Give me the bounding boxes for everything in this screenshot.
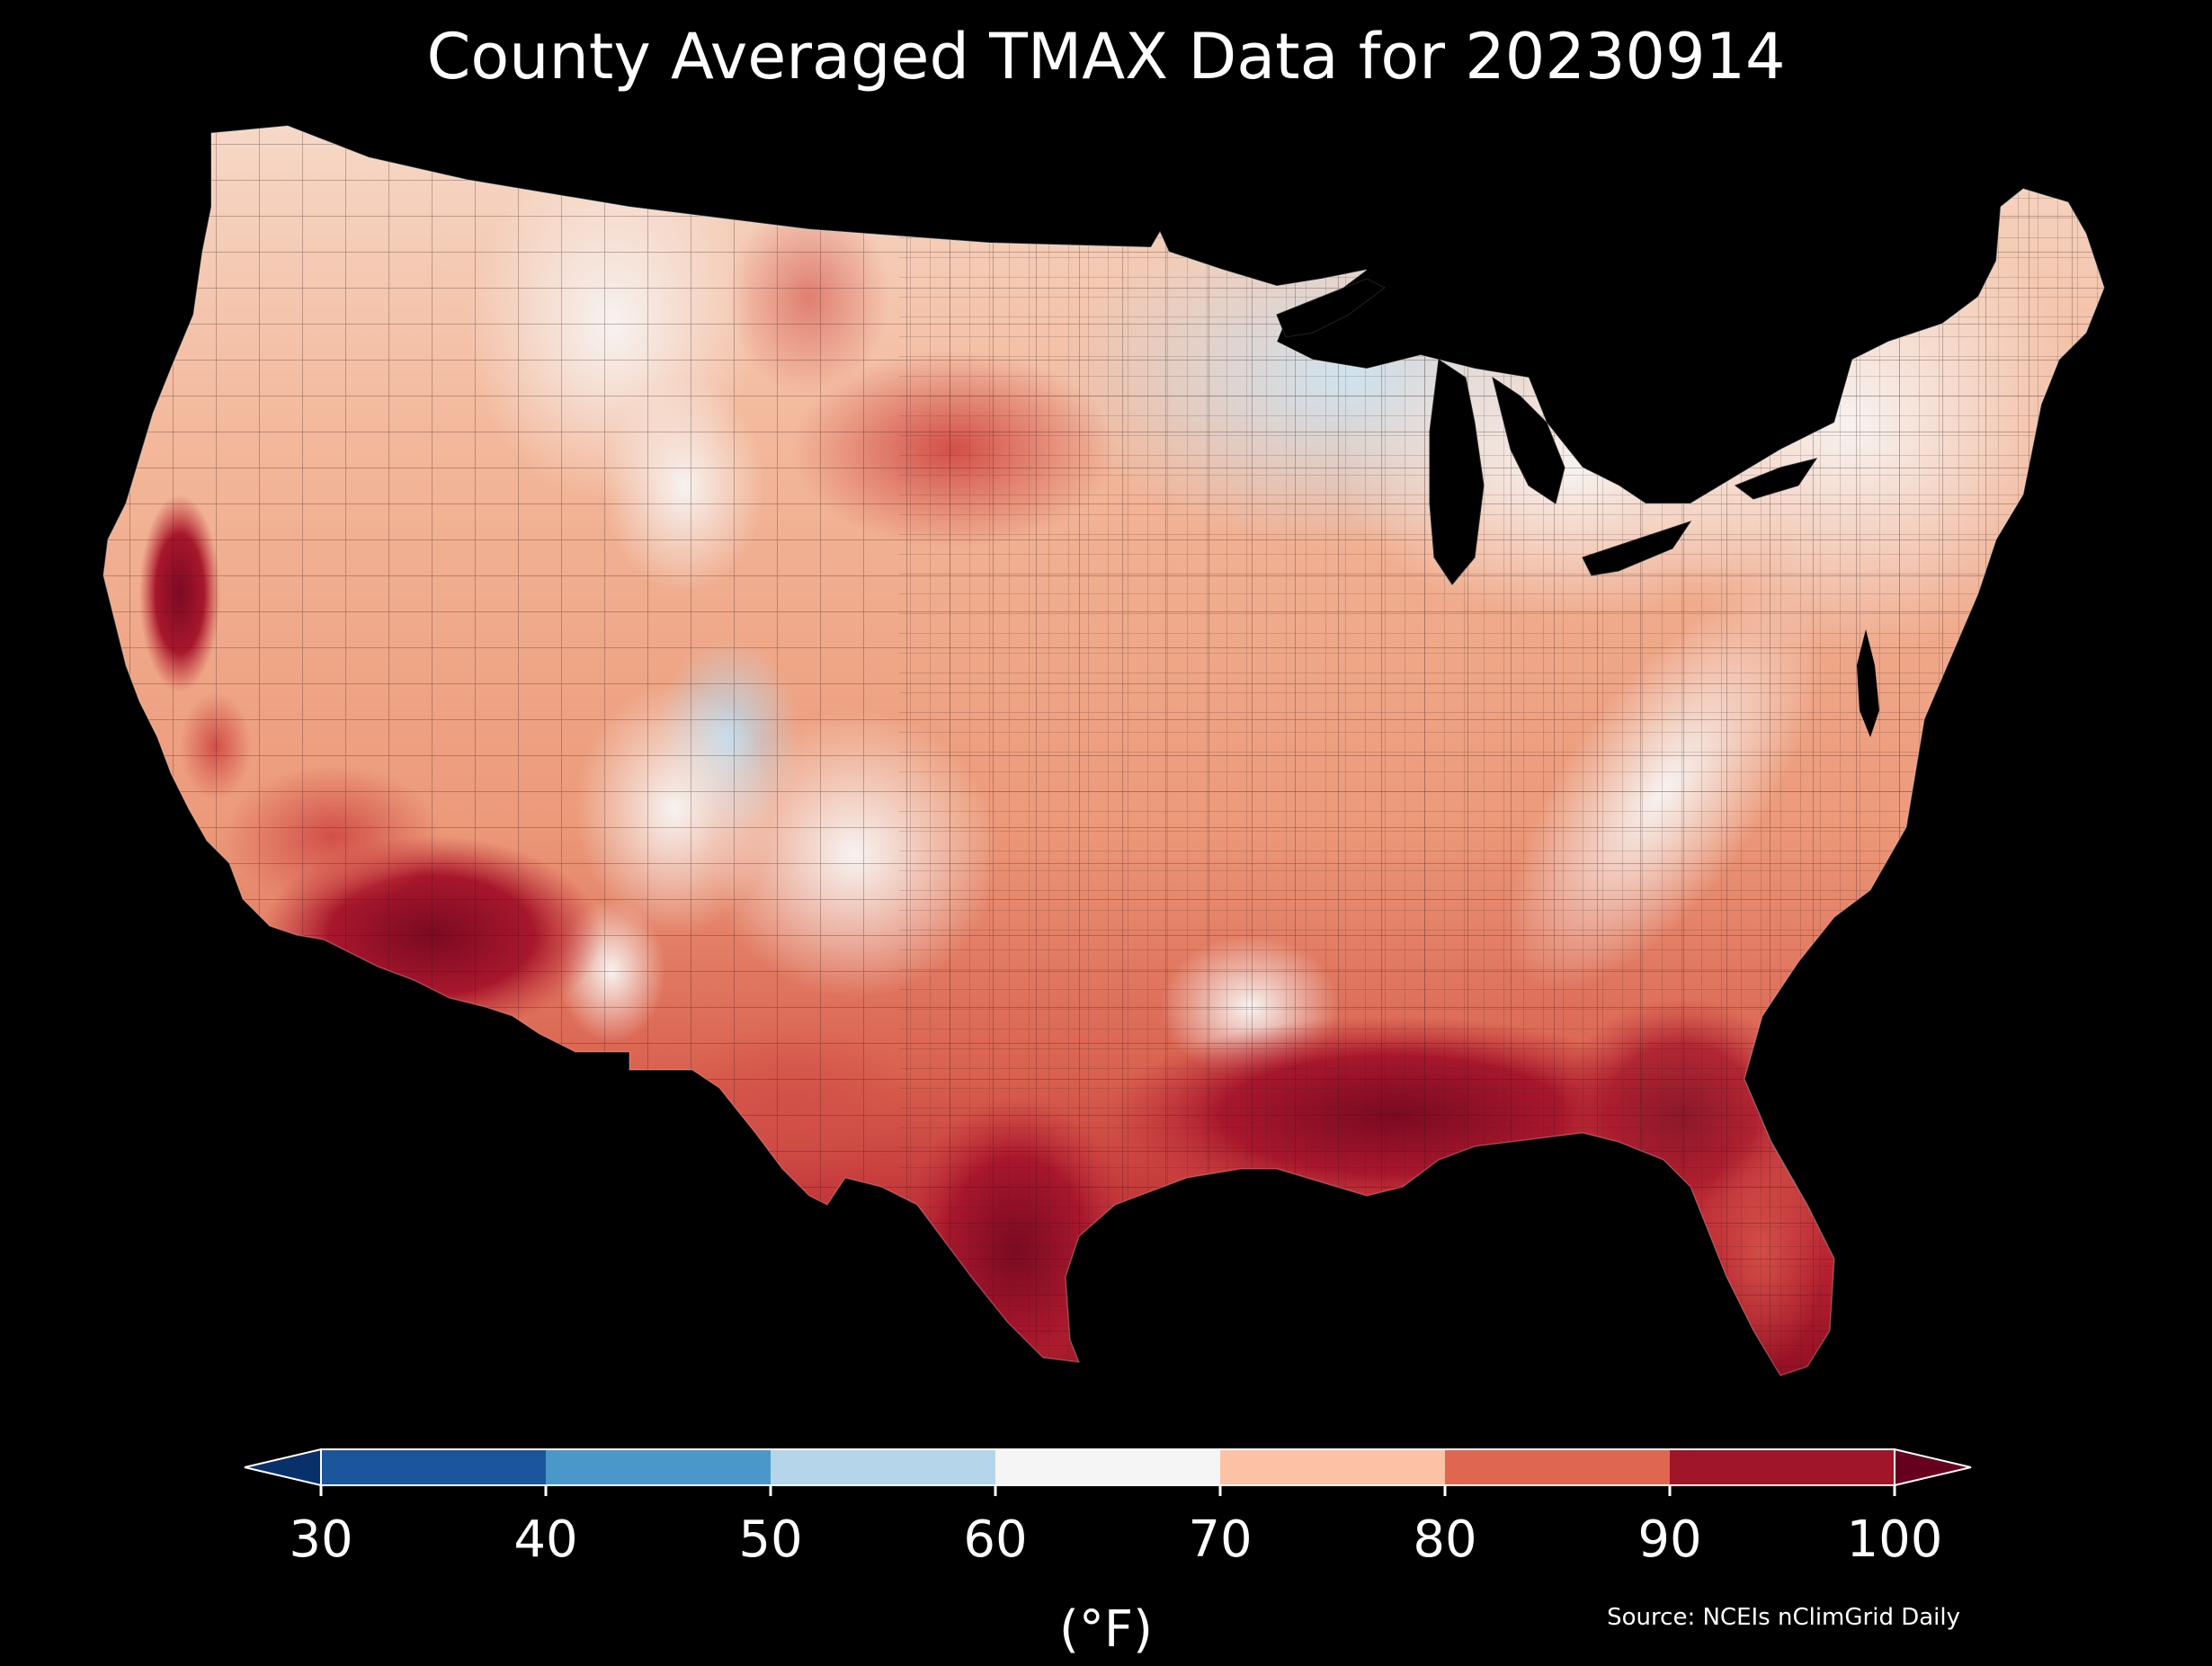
colorbar-extend-high <box>1894 1448 1972 1487</box>
colorbar-bin-70-80 <box>1220 1449 1445 1485</box>
colorbar-tick-label: 40 <box>513 1510 578 1569</box>
source-note: Source: NCEIs nClimGrid Daily <box>1607 1604 1960 1631</box>
colorbar-tick-label: 90 <box>1637 1510 1702 1569</box>
colorbar-tick-label: 70 <box>1188 1510 1253 1569</box>
colorbar-bin-60-70 <box>995 1449 1220 1485</box>
us-county-map <box>103 125 2105 1392</box>
colorbar-unit-label: (°F) <box>1059 1600 1153 1659</box>
great-lakes <box>1276 278 1818 585</box>
colorbar-bin-90-100 <box>1670 1449 1895 1485</box>
colorbar <box>244 1448 1972 1496</box>
colorbar-tick-label: 80 <box>1413 1510 1477 1569</box>
colorbar-bin-30-40 <box>321 1449 546 1485</box>
colorbar-tick-label: 100 <box>1846 1510 1943 1569</box>
colorbar-tick-label: 30 <box>289 1510 353 1569</box>
colorbar-tick-label: 50 <box>738 1510 803 1569</box>
colorbar-tick-label: 60 <box>963 1510 1028 1569</box>
colorbar-bin-40-50 <box>546 1449 771 1485</box>
map-title: County Averaged TMAX Data for 20230914 <box>426 20 1786 94</box>
colorbar-extend-low <box>244 1448 322 1487</box>
colorbar-bin-50-60 <box>771 1449 995 1485</box>
coastal-water <box>1789 629 1879 1392</box>
us-map-fill <box>103 126 2104 1376</box>
colorbar-frame <box>320 1448 1895 1486</box>
colorbar-bin-80-90 <box>1445 1449 1670 1485</box>
colorbar-ticks <box>319 1485 1896 1496</box>
